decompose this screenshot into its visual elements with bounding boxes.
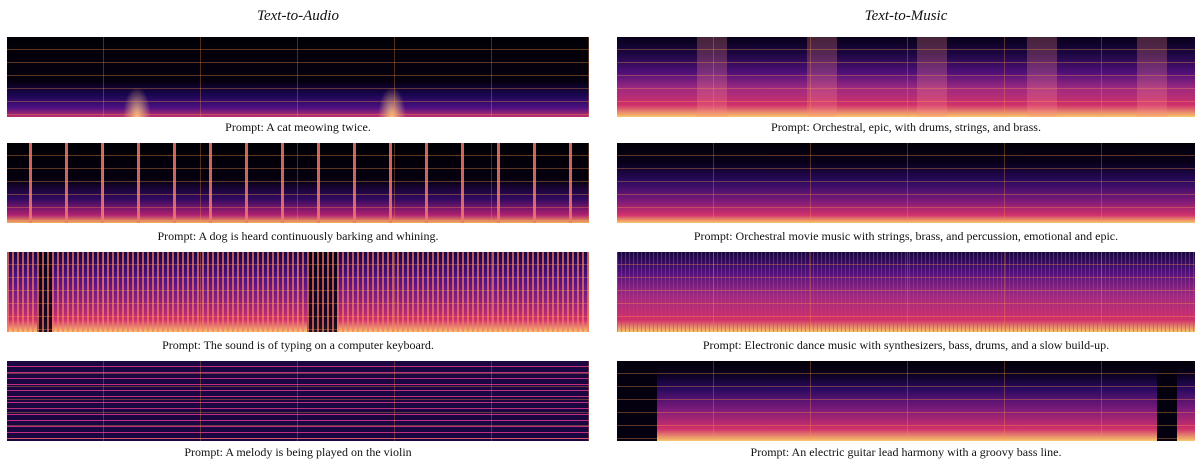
spectrogram — [7, 361, 589, 441]
prompt-caption: Prompt: A cat meowing twice. — [0, 120, 598, 135]
spectrogram — [617, 361, 1195, 441]
column-title: Text-to-Audio — [7, 8, 589, 25]
prompt-caption: Prompt: Electronic dance music with synt… — [606, 338, 1201, 353]
spectrogram — [7, 37, 589, 117]
figure: Text-to-Audio Text-to-Music Prompt: A ca… — [0, 0, 1201, 463]
column-title: Text-to-Music — [617, 8, 1195, 25]
prompt-caption: Prompt: A dog is heard continuously bark… — [0, 229, 598, 244]
spectrogram — [7, 252, 589, 332]
prompt-caption: Prompt: Orchestral, epic, with drums, st… — [606, 120, 1201, 135]
spectrogram — [617, 37, 1195, 117]
prompt-caption: Prompt: A melody is being played on the … — [0, 445, 598, 460]
prompt-caption: Prompt: The sound is of typing on a comp… — [0, 338, 598, 353]
prompt-caption: Prompt: Orchestral movie music with stri… — [606, 229, 1201, 244]
spectrogram — [7, 143, 589, 223]
spectrogram — [617, 143, 1195, 223]
prompt-caption: Prompt: An electric guitar lead harmony … — [606, 445, 1201, 460]
spectrogram — [617, 252, 1195, 332]
